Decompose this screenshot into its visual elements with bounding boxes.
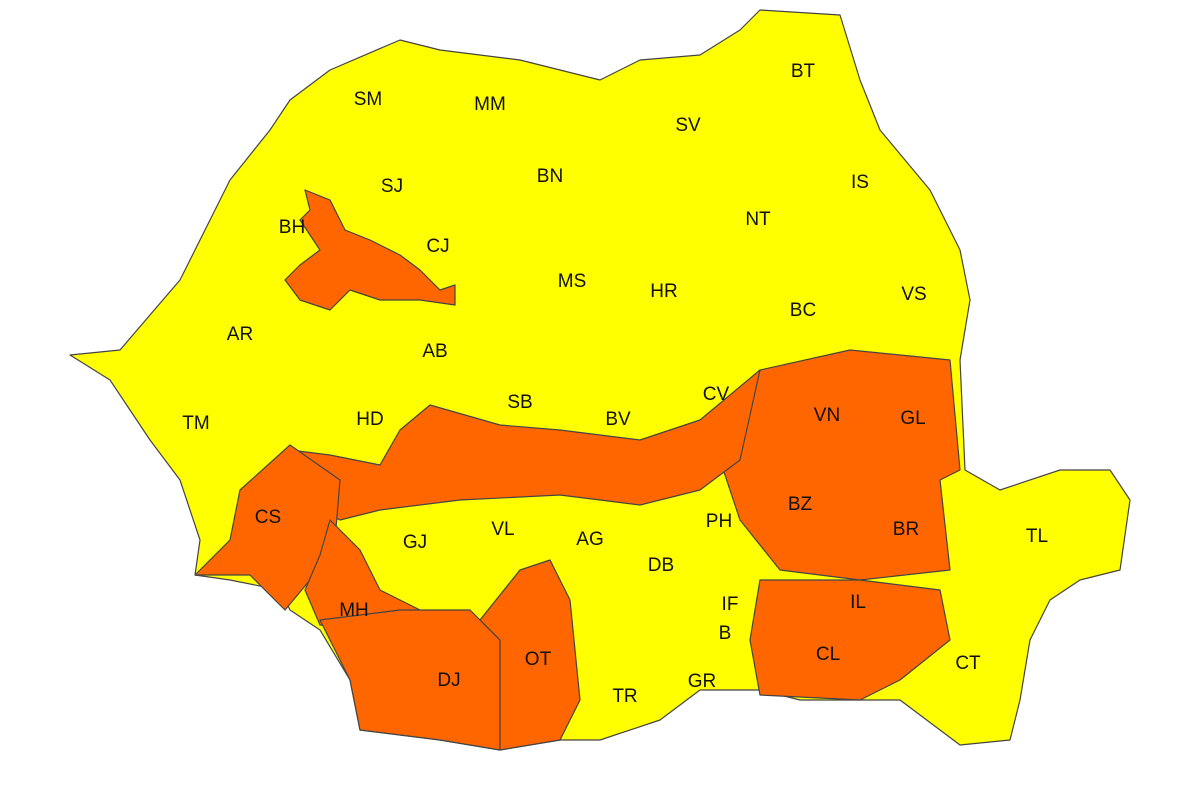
county-label: BZ xyxy=(788,494,813,515)
county-label: DJ xyxy=(437,670,460,691)
county-label: TL xyxy=(1026,526,1048,547)
orange-area-cs xyxy=(194,444,341,611)
county-label: CS xyxy=(255,507,281,528)
county-label: NT xyxy=(745,209,771,230)
county-label: VS xyxy=(901,284,926,305)
county-label: HR xyxy=(650,281,677,302)
county-label: PH xyxy=(706,511,732,532)
county-label: OT xyxy=(525,649,552,670)
county-label: GL xyxy=(900,408,925,429)
county-label: MM xyxy=(474,94,506,115)
county-label: GJ xyxy=(403,532,427,553)
county-label: CL xyxy=(816,644,840,665)
county-label: DB xyxy=(648,555,674,576)
orange-area-il-cl xyxy=(749,579,951,701)
county-label: BN xyxy=(537,166,563,187)
county-label: SJ xyxy=(381,176,403,197)
county-label: IS xyxy=(851,172,869,193)
county-label: IF xyxy=(722,594,739,615)
county-label: SM xyxy=(354,89,383,110)
county-label: BT xyxy=(791,61,816,82)
orange-area-mountains xyxy=(289,369,761,521)
county-label: CV xyxy=(703,384,730,405)
county-label: VL xyxy=(491,519,514,540)
county-label: AR xyxy=(227,324,253,345)
county-label: AB xyxy=(422,341,447,362)
county-label: MS xyxy=(558,271,587,292)
county-label: B xyxy=(719,623,732,644)
county-label: CT xyxy=(955,653,981,674)
county-label: BH xyxy=(279,217,305,238)
county-label: AG xyxy=(576,529,603,550)
county-label: TM xyxy=(182,413,209,434)
county-label: BR xyxy=(893,519,919,540)
orange-warning-areas xyxy=(194,189,961,751)
orange-area-dj xyxy=(319,609,501,751)
county-labels: SM MM BT SV SJ BN IS BH CJ NT MS HR VS A… xyxy=(182,61,1048,707)
county-label: SV xyxy=(675,115,701,136)
county-label: BC xyxy=(790,300,816,321)
orange-area-bh-cj xyxy=(284,189,456,311)
county-label: BV xyxy=(605,409,631,430)
county-label: IL xyxy=(850,592,866,613)
county-label: GR xyxy=(688,671,717,692)
county-label: MH xyxy=(339,600,369,621)
county-label: SB xyxy=(507,392,532,413)
county-label: HD xyxy=(356,409,383,430)
county-label: VN xyxy=(814,405,840,426)
orange-area-ot xyxy=(479,559,581,751)
country-outline-yellow xyxy=(69,9,1131,751)
county-label: TR xyxy=(612,686,637,707)
county-label: CJ xyxy=(426,236,449,257)
